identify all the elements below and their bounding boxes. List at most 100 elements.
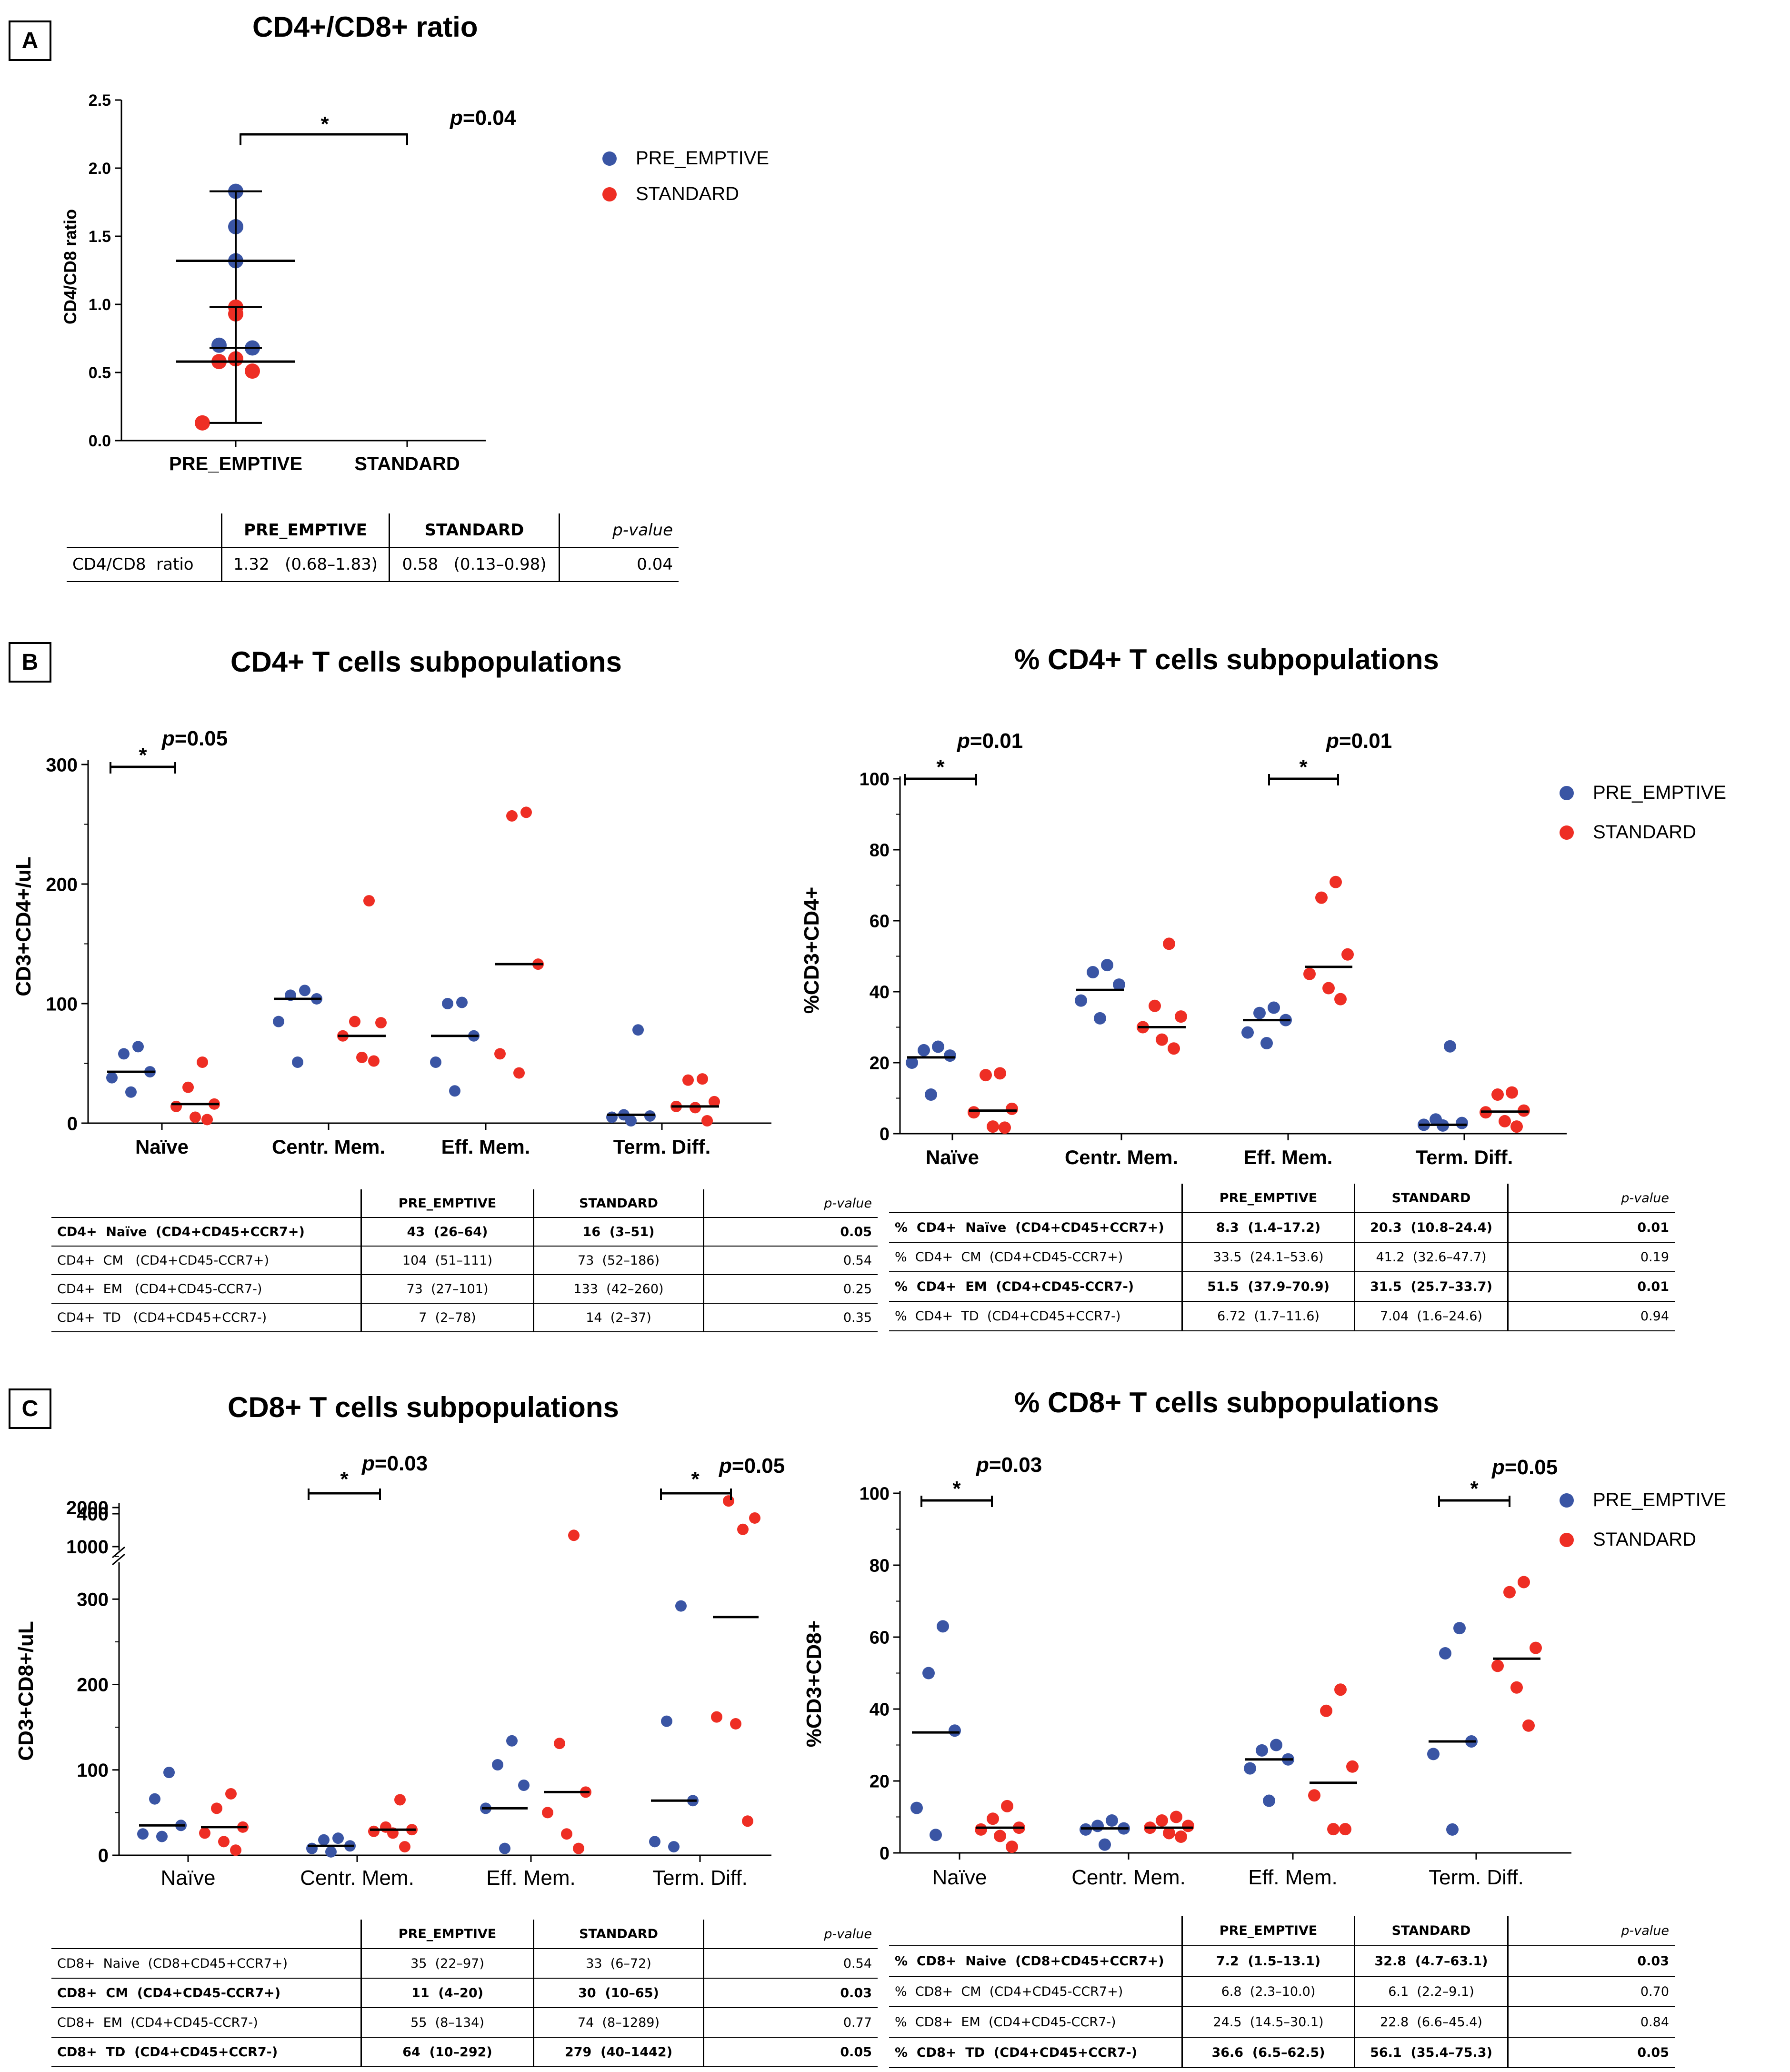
y-tick-label: 200 (77, 1675, 109, 1696)
significance-star: * (936, 755, 945, 779)
p-value-annotation: p=0.05 (161, 727, 228, 750)
table-header-cell: PRE_EMPTIVE (1181, 1184, 1355, 1213)
y-tick-label: 0 (67, 1113, 78, 1134)
data-point-pre-emptive (649, 1836, 660, 1848)
data-point-pre-emptive (449, 1085, 460, 1097)
data-point-standard (1006, 1102, 1018, 1115)
stats-table-c-left: PRE_EMPTIVE STANDARD p-value CD8+ Naive (CD… (51, 1920, 878, 2067)
y-tick-label: 400 (77, 1504, 109, 1525)
table-cell: 0.35 (703, 1303, 878, 1332)
data-point-standard (568, 1529, 580, 1541)
data-point-pre-emptive (1075, 994, 1087, 1007)
data-point-pre-emptive (292, 1056, 303, 1068)
data-point-standard (968, 1106, 980, 1119)
data-point-standard (1303, 967, 1316, 980)
data-point-pre-emptive (1106, 1814, 1118, 1827)
data-point-standard (1163, 1827, 1175, 1840)
table-row: CD4+ TD (CD4+CD45+CCR7-) 7 (2–78) 14 (2–37… (51, 1303, 878, 1332)
y-tick-label: 100 (46, 994, 78, 1015)
data-point-standard (711, 1711, 722, 1723)
data-point-standard (737, 1523, 749, 1535)
data-point-pre-emptive (1113, 978, 1125, 991)
data-point-pre-emptive (306, 1842, 318, 1854)
data-point-pre-emptive (430, 1056, 441, 1068)
table-row: CD8+ CM (CD4+CD45-CCR7+) 11 (4–20) 30 (10–… (51, 1978, 878, 2008)
table-cell: CD4+ Naïve (CD4+CD45+CCR7+) (57, 1224, 305, 1239)
table-row: CD4+ CM (CD4+CD45-CCR7+) 104 (51–111) 73 (… (51, 1246, 878, 1275)
data-point-standard (697, 1073, 708, 1085)
data-point-pre-emptive (499, 1842, 510, 1854)
stats-table-a: PRE_EMPTIVE STANDARD p-value CD4/CD8 ratio 1… (67, 513, 679, 582)
legend-item-pre-emptive-b: PRE_EMPTIVE (1560, 782, 1726, 804)
data-point-standard (742, 1815, 753, 1827)
data-point-standard (399, 1841, 410, 1853)
y-tick-label: 80 (870, 841, 890, 861)
data-point-pre-emptive (125, 1086, 137, 1098)
data-point-pre-emptive (925, 1088, 937, 1101)
data-point-standard (199, 1827, 210, 1839)
significance-star: * (139, 744, 147, 767)
x-tick-label: PRE_EMPTIVE (169, 453, 302, 474)
legend-label-pre-emptive: PRE_EMPTIVE (636, 148, 770, 169)
legend-label-pre-emptive: PRE_EMPTIVE (1593, 782, 1727, 803)
y-tick-label: 300 (46, 754, 78, 775)
significance-star: * (952, 1477, 961, 1500)
legend-marker-pre-emptive (602, 151, 617, 166)
legend-label-pre-emptive: PRE_EMPTIVE (1593, 1489, 1727, 1510)
chart-c-right: 0 20 40 60 80 100 Naïve Centr. Mem. Eff. Mem. Ter… (860, 1453, 1571, 1889)
data-point-standard (561, 1828, 572, 1840)
data-point-standard (506, 810, 518, 822)
table-header-cell: STANDARD (389, 513, 560, 547)
chart-title-b-left: CD4+ T cells subpopulations (230, 646, 622, 678)
data-point-standard (363, 895, 375, 907)
table-cell: 35 (22–97) (360, 1949, 534, 1978)
y-tick-label: 0 (880, 1844, 890, 1864)
table-cell: 0.25 (703, 1275, 878, 1303)
data-point-standard (218, 1836, 230, 1848)
table-cell: 64 (10–292) (360, 2037, 534, 2067)
data-point-standard (1163, 937, 1175, 950)
x-tick-label: Centr. Mem. (272, 1136, 385, 1158)
y-tick-label: 2000 (66, 1498, 109, 1519)
table-cell: 43 (26–64) (360, 1217, 534, 1246)
table-cell: CD4+ EM (CD4+CD45-CCR7-) (57, 1281, 262, 1297)
y-tick-label: 1000 (66, 1537, 109, 1558)
table-cell: 0.03 (1507, 1946, 1675, 1976)
table-cell: CD8+ CM (CD4+CD45-CCR7+) (57, 1985, 281, 2001)
data-point-standard (230, 1844, 241, 1856)
data-point-pre-emptive (1091, 1820, 1104, 1832)
chart-title-c-right: % CD8+ T cells subpopulations (1014, 1387, 1439, 1418)
legend-marker-pre-emptive (1560, 1493, 1574, 1508)
data-point-standard (1168, 1042, 1180, 1055)
table-cell: 0.54 (703, 1949, 878, 1978)
data-point-standard (1491, 1660, 1504, 1672)
y-tick-label: 100 (860, 1484, 890, 1504)
data-point-standard (1334, 993, 1347, 1006)
table-header-cell: STANDARD (1354, 1184, 1508, 1213)
data-point-standard (975, 1823, 987, 1836)
data-point-standard (1503, 1586, 1516, 1599)
table-header-cell (889, 1184, 1182, 1213)
y-tick-label: 100 (77, 1760, 109, 1781)
data-point-pre-emptive (1446, 1823, 1459, 1836)
data-point-standard (375, 1017, 387, 1029)
legend-item-standard-a: STANDARD (602, 183, 739, 205)
table-cell: 0.03 (703, 1978, 878, 2008)
data-point-pre-emptive (506, 1735, 518, 1747)
table-cell: 51.5 (37.9–70.9) (1181, 1272, 1355, 1301)
panel-label-c: C (9, 1388, 51, 1429)
data-point-standard (1327, 1823, 1340, 1836)
table-cell: % CD8+ Naive (CD8+CD45+CCR7+) (895, 1953, 1164, 1969)
table-cell: 16 (3–51) (533, 1217, 704, 1246)
table-row: % CD4+ CM (CD4+CD45-CCR7+) 33.5 (24.1–53.… (889, 1242, 1675, 1272)
data-point-pre-emptive (1453, 1622, 1466, 1635)
x-tick-label: Naïve (135, 1136, 189, 1158)
data-point-pre-emptive (518, 1780, 530, 1791)
data-point-pre-emptive (492, 1759, 503, 1770)
table-cell: 74 (8–1289) (533, 2008, 704, 2037)
data-point-standard (573, 1842, 584, 1854)
table-header-cell: p-value (559, 513, 679, 547)
panel-label-a: A (9, 20, 51, 61)
table-cell: 32.8 (4.7–63.1) (1354, 1946, 1508, 1976)
data-point-pre-emptive (949, 1724, 961, 1737)
